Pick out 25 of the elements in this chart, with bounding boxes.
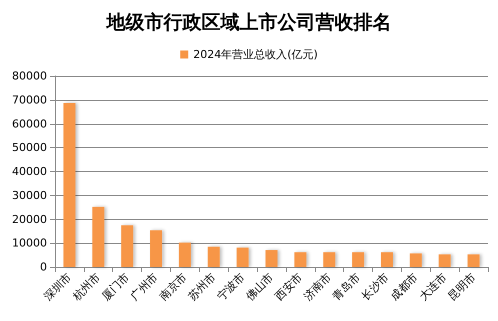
bar — [236, 248, 249, 267]
bar — [468, 254, 480, 267]
chart-title: 地级市行政区域上市公司营收排名 — [106, 12, 392, 34]
bar — [380, 252, 393, 267]
y-tick-label: 40000 — [12, 165, 47, 178]
y-tick-label: 70000 — [12, 93, 47, 106]
bar — [63, 102, 76, 267]
bar — [438, 254, 451, 267]
bar — [150, 230, 162, 267]
bar — [92, 206, 104, 267]
bar — [208, 246, 220, 267]
y-tick-label: 50000 — [12, 141, 47, 154]
bar — [266, 250, 278, 267]
y-tick-label: 20000 — [12, 212, 47, 226]
bar — [410, 253, 422, 267]
bar — [178, 242, 191, 267]
bar — [323, 252, 336, 267]
y-tick-label: 80000 — [12, 70, 47, 82]
y-tick-label: 30000 — [12, 188, 47, 202]
bar — [294, 252, 306, 267]
bar — [352, 252, 364, 267]
y-tick-label: 60000 — [12, 117, 47, 130]
bar — [121, 225, 134, 267]
y-tick-label: 10000 — [12, 236, 47, 250]
legend-label: 2024年营业总收入(亿元) — [193, 48, 318, 61]
